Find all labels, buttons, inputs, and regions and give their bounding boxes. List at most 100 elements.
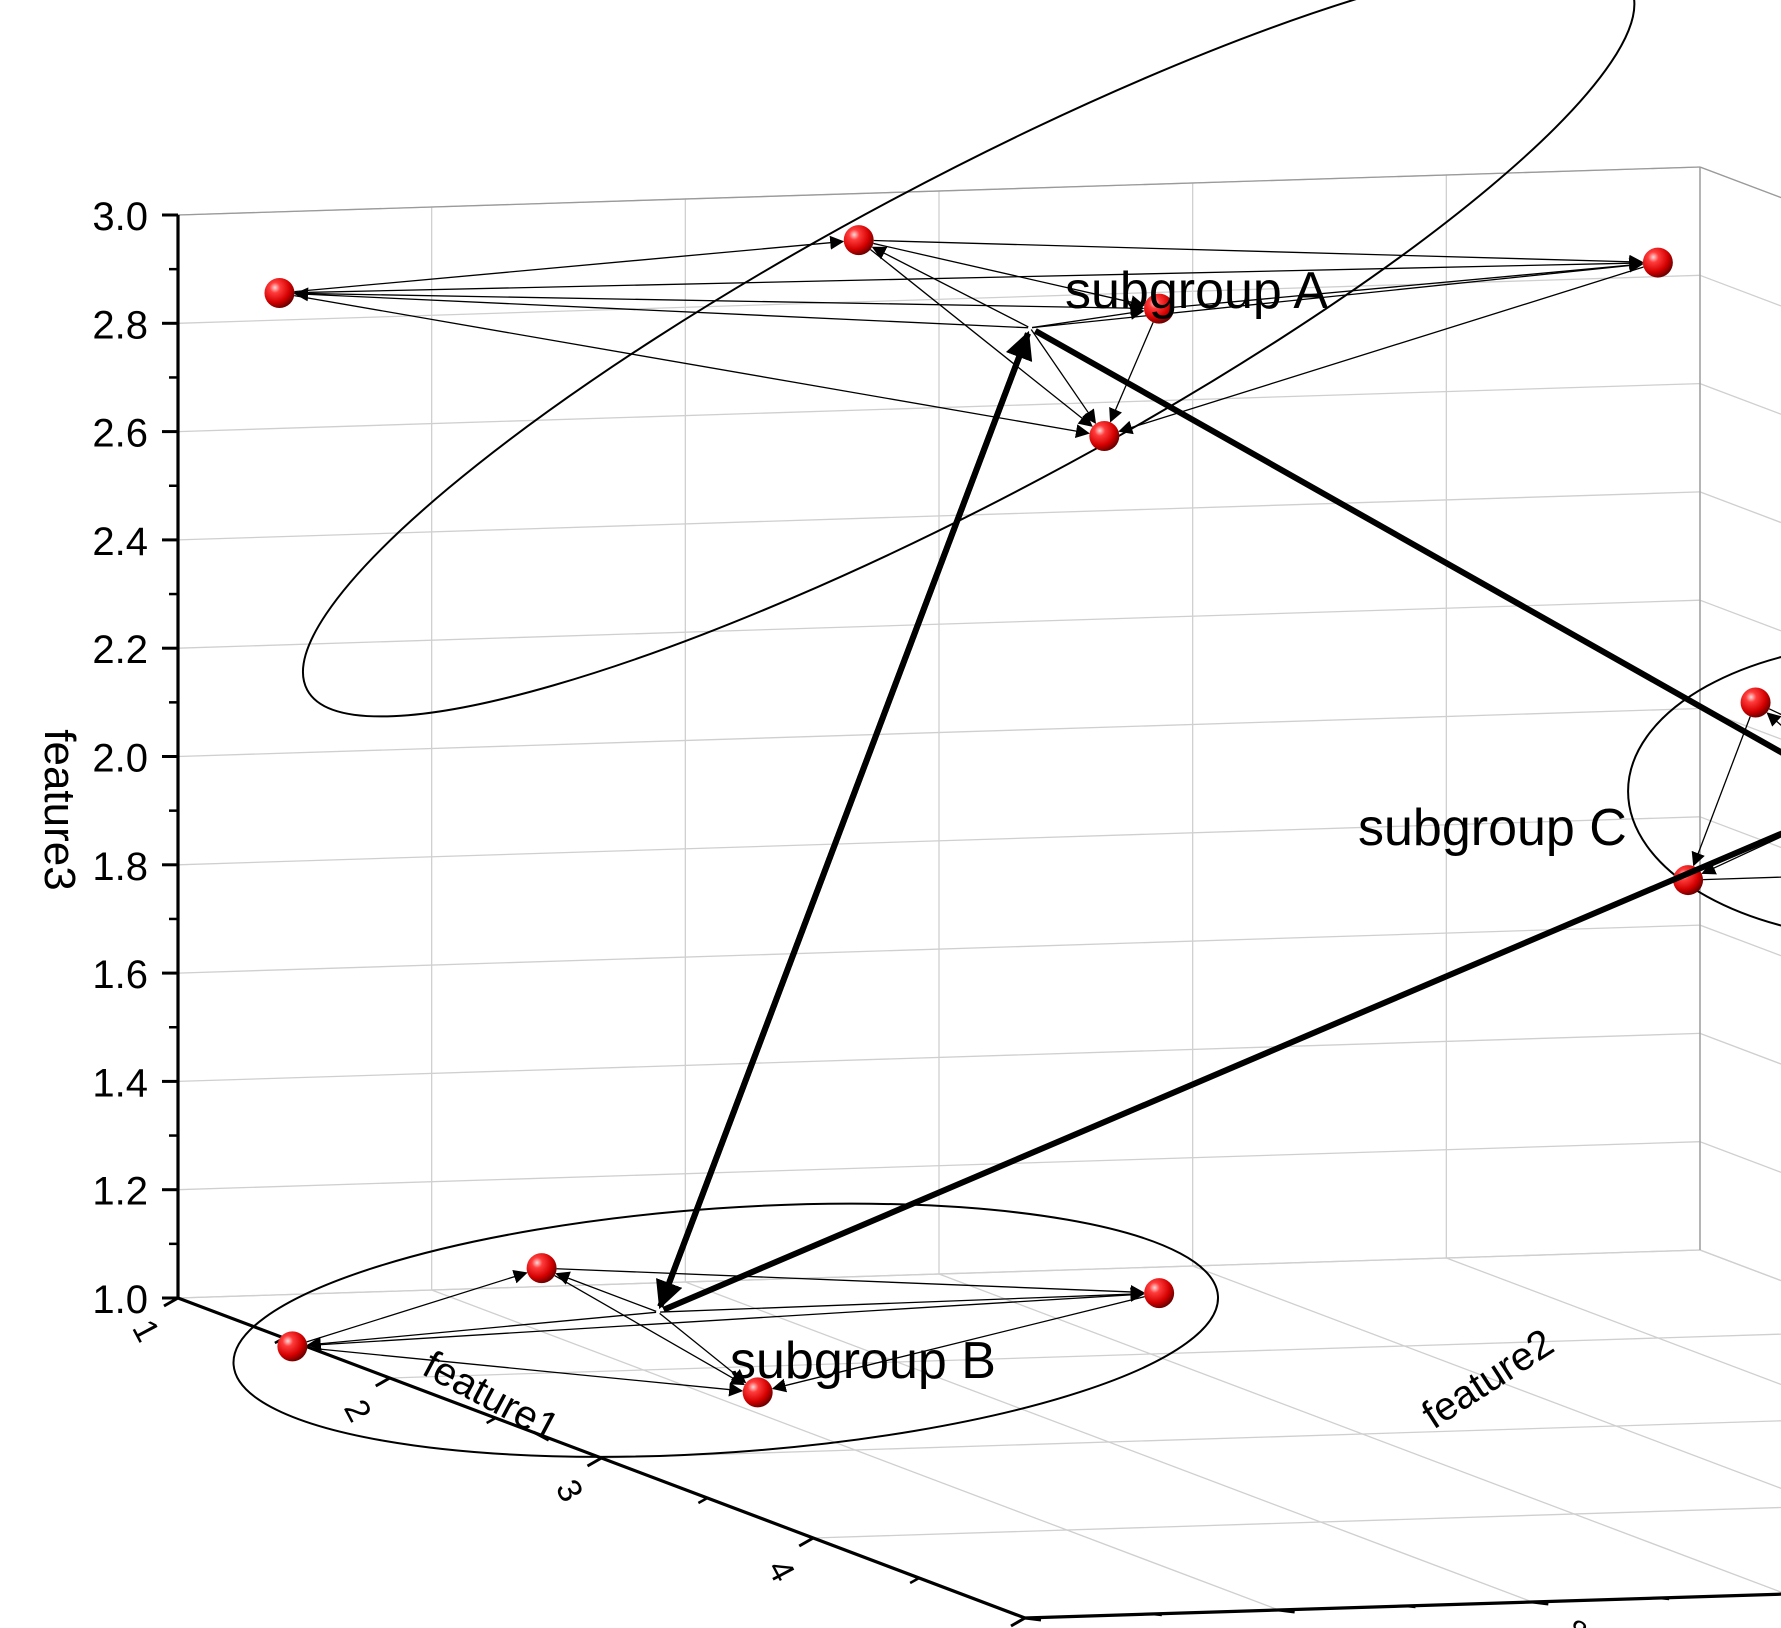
grid-line	[1699, 1249, 1781, 1282]
member-link-arrow	[294, 294, 1090, 439]
member-link-arrow	[294, 292, 1145, 316]
axes: 1.01.21.41.61.82.02.22.42.62.83.01234546…	[92, 195, 1781, 1628]
grid-line	[813, 1506, 1781, 1539]
centroid-link-arrow	[871, 246, 1029, 328]
frame-edge	[177, 166, 1701, 216]
x-tick	[798, 1536, 814, 1548]
subgroup-ellipses	[232, 0, 1781, 1458]
grid-line	[1699, 924, 1781, 957]
y-tick	[1024, 1616, 1042, 1622]
y-minor-tick	[1659, 1596, 1670, 1601]
grid-line	[1699, 274, 1781, 307]
member-link-arrow	[294, 256, 1644, 294]
member-link-arrow	[1691, 716, 1751, 867]
centroid-link-arrow	[555, 1271, 657, 1313]
subgroup-ellipse	[302, 0, 1636, 718]
centroid-link-arrow	[1030, 329, 1097, 424]
grid-line	[1699, 166, 1781, 199]
grid-line	[1699, 491, 1781, 524]
x-tick-label: 3	[548, 1474, 590, 1509]
centroid-link-arrow	[660, 1287, 1145, 1313]
member-link-arrow	[1703, 876, 1781, 881]
member-link-arrow	[1109, 322, 1154, 423]
data-point	[277, 1331, 308, 1362]
centroid-link-arrow	[1701, 836, 1781, 875]
z-axis-title: feature3	[35, 729, 84, 890]
x-tick	[163, 1296, 179, 1308]
x-tick	[375, 1376, 391, 1388]
y-tick	[1278, 1608, 1295, 1614]
centroid-link-arrow	[1032, 258, 1644, 329]
grid-line	[177, 924, 1701, 974]
x-tick	[586, 1456, 603, 1468]
x-tick	[1010, 1616, 1026, 1628]
grid-line	[601, 1420, 1781, 1459]
grid-line	[177, 816, 1701, 866]
x-minor-tick	[909, 1576, 920, 1585]
grid-line	[1192, 1265, 1781, 1489]
grid-line	[177, 491, 1701, 541]
data-point	[1144, 1278, 1175, 1309]
frame-edge	[1699, 166, 1781, 199]
subgroup-ellipse	[232, 1202, 1220, 1458]
z-tick-label: 2.2	[92, 628, 148, 672]
intra-group-arrows	[294, 235, 1781, 1397]
x-tick-label: 4	[760, 1554, 802, 1589]
grid-line	[177, 1141, 1701, 1191]
z-tick-label: 1.8	[92, 845, 148, 889]
y-tick	[1532, 1600, 1549, 1606]
subgroup-a-label: subgroup A	[1065, 262, 1328, 320]
data-point	[526, 1253, 557, 1284]
member-link-arrow	[1173, 258, 1644, 308]
centroid-link-arrow	[1766, 712, 1781, 727]
grid-line	[177, 1032, 1701, 1083]
member-link-arrow	[771, 1296, 1145, 1393]
subgroup-ellipse	[1627, 656, 1781, 927]
y-minor-tick	[1405, 1604, 1416, 1609]
centroid-link-arrow	[659, 1312, 747, 1384]
y-tick-label: 8	[1562, 1613, 1592, 1628]
grid-line	[938, 1273, 1781, 1593]
z-tick-label: 3.0	[92, 195, 148, 239]
member-link-arrow	[556, 1268, 1145, 1299]
grid-line	[431, 1289, 1279, 1611]
grid-line	[1446, 1257, 1781, 1386]
z-tick-label: 2.6	[92, 412, 148, 456]
data-point	[264, 278, 295, 309]
grid-line	[177, 599, 1701, 649]
group-link-arrow	[1033, 328, 1781, 756]
grid-line	[1024, 1593, 1781, 1619]
z-tick-label: 1.0	[92, 1278, 148, 1322]
grid	[177, 166, 1781, 1619]
grid-line	[1699, 382, 1781, 415]
data-point	[843, 225, 874, 256]
x-minor-tick	[697, 1496, 708, 1505]
member-link-arrow	[873, 239, 1644, 269]
member-link-arrow	[306, 1270, 528, 1343]
member-link-arrow	[873, 242, 1145, 310]
grid-line	[177, 707, 1701, 758]
subgroup-b-label: subgroup B	[730, 1332, 996, 1390]
data-point	[1642, 247, 1673, 278]
centroid-link-arrow	[306, 1311, 657, 1351]
y-minor-tick	[1151, 1612, 1162, 1617]
inter-group-arrows	[656, 328, 1781, 1313]
member-link-arrow	[307, 1287, 1145, 1347]
z-tick-label: 2.0	[92, 737, 148, 781]
grid-line	[177, 274, 1701, 324]
y-tick-label: 6	[1308, 1621, 1338, 1628]
data-point	[742, 1377, 773, 1408]
centroid-link-arrow	[1031, 305, 1145, 329]
member-link-arrow	[870, 248, 1093, 427]
z-tick-label: 1.6	[92, 953, 148, 997]
grid-line	[389, 1333, 1781, 1379]
subgroup-c-label: subgroup C	[1358, 799, 1627, 857]
grid-line	[685, 1281, 1533, 1603]
grid-line	[1699, 1032, 1781, 1065]
data-point	[1740, 687, 1771, 718]
z-tick-label: 1.2	[92, 1170, 148, 1214]
y-axis-line	[1024, 1592, 1781, 1620]
y-axis-title: feature2	[1414, 1321, 1561, 1438]
member-link-arrow	[554, 1275, 746, 1386]
